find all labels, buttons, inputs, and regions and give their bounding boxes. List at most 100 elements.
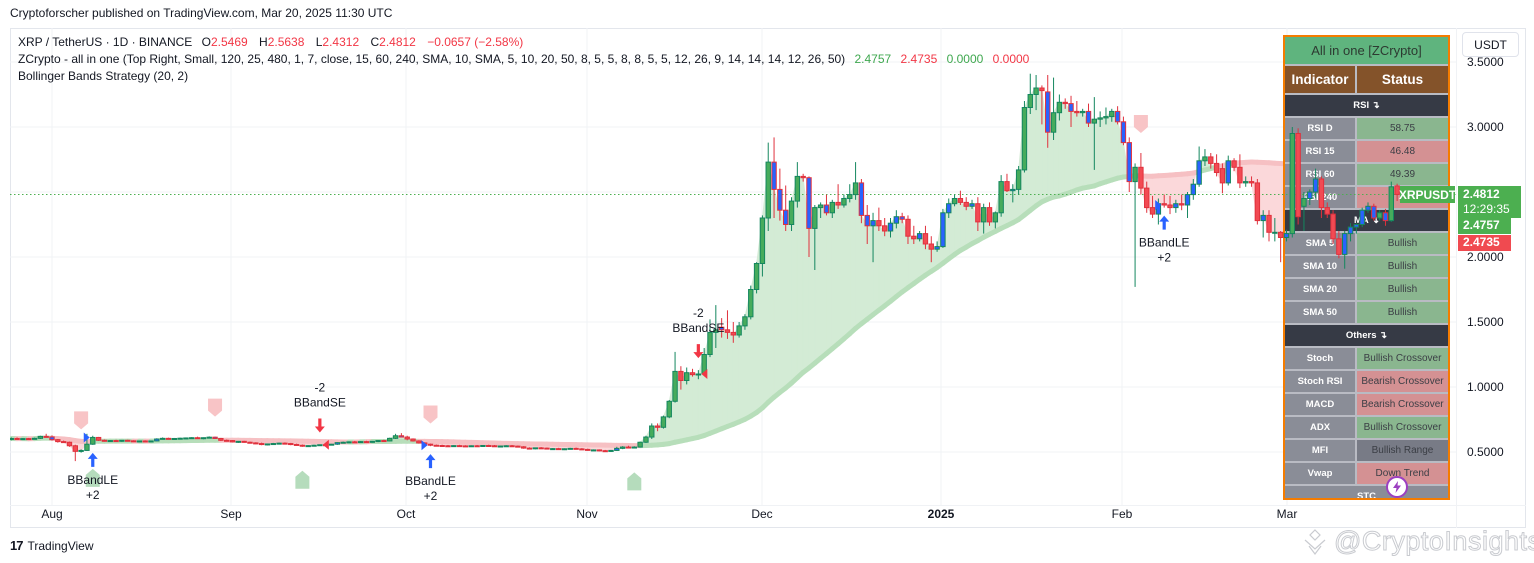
cloud-segment <box>1140 175 1148 208</box>
cloud-segment <box>936 212 944 269</box>
section-stc: STC <box>1285 486 1448 498</box>
cloud-segment <box>721 329 728 430</box>
section-ma: MA ↴ <box>1285 210 1448 231</box>
cloud-segment <box>697 354 705 438</box>
cloud-segment <box>826 200 833 355</box>
row-status: Bullish Range <box>1357 440 1448 461</box>
row-status: 49.39 <box>1357 164 1448 185</box>
price-label: 3.0000 <box>1467 120 1504 134</box>
cloud-segment <box>1262 162 1270 233</box>
legend-low-value: 2.4312 <box>322 35 360 49</box>
table-row-stoch-rsi: Stoch RSI Bearish Crossover <box>1285 371 1448 392</box>
table-row-sma-10: SMA 10 Bullish <box>1285 256 1448 277</box>
cloud-segment <box>1163 174 1171 209</box>
table-row-macd: MACD Bearish Crossover <box>1285 394 1448 415</box>
cloud-segment <box>948 197 955 260</box>
time-label: Feb <box>1111 507 1133 521</box>
legend-close-key: C <box>370 35 380 49</box>
grid <box>10 28 1456 505</box>
table-row-sma-5: SMA 5 Bullish <box>1285 233 1448 254</box>
indicator-value-3: 0.0000 <box>946 52 984 66</box>
indicator-bollinger-title[interactable]: Bollinger Bands Strategy (20, 2) <box>18 69 189 83</box>
legend-symbol-line: XRP / TetherUS · 1D · BINANCE O2.5469 H2… <box>18 34 1029 51</box>
cloud-segment <box>1245 161 1252 184</box>
cloud-segment <box>971 203 979 245</box>
row-label: RSI 240 <box>1285 187 1355 208</box>
cloud-segment <box>872 219 880 316</box>
publish-line: Cryptoforscher published on TradingView.… <box>10 6 393 20</box>
cloud-segment <box>657 415 664 446</box>
row-status: Bullish <box>1357 233 1448 254</box>
legend-change: −0.0657 (−2.58%) <box>427 35 524 49</box>
section-rsi: RSI ↴ <box>1285 95 1448 116</box>
cloud-segment <box>756 217 763 414</box>
row-label: SMA 20 <box>1285 279 1355 300</box>
cloud-segment <box>837 197 845 345</box>
cloud-segment <box>919 232 926 281</box>
cloud-segment <box>866 219 874 321</box>
indicator-price-tag-1: 2.4757 <box>1458 218 1511 234</box>
cloud-segment <box>703 332 711 437</box>
tradingview-logo-icon: 17 <box>10 538 24 553</box>
sma-cloud <box>10 86 1400 453</box>
row-status: Bullish <box>1357 256 1448 277</box>
legend-symbol[interactable]: XRP / TetherUS · 1D · BINANCE <box>18 35 193 49</box>
row-status: Bearish Crossover <box>1357 371 1448 392</box>
cloud-segment <box>1181 173 1188 207</box>
cloud-segment <box>767 162 775 404</box>
indicator-value-2: 2.4735 <box>900 52 938 66</box>
time-label: Dec <box>751 507 773 521</box>
legend-open-key: O <box>201 35 211 49</box>
time-axis-separator <box>10 505 1526 506</box>
cloud-segment <box>738 315 746 423</box>
tradingview-brand: TradingView <box>27 538 94 553</box>
lightning-badge[interactable] <box>1386 476 1408 498</box>
cloud-segment <box>1239 161 1247 184</box>
cloud-segment <box>890 215 897 303</box>
cloud-segment <box>785 201 792 389</box>
price-label: 1.0000 <box>1467 380 1504 394</box>
price-label: 3.5000 <box>1467 55 1504 69</box>
cloud-segment <box>1024 94 1031 216</box>
cloud-segment <box>901 219 909 293</box>
cloud-segment <box>884 221 891 307</box>
cloud-segment <box>1099 116 1107 185</box>
table-row-stoch: Stoch Bullish Crossover <box>1285 348 1448 369</box>
cloud-segment <box>1175 173 1183 206</box>
row-status: Bearish Crossover <box>1357 394 1448 415</box>
currency-button[interactable]: USDT <box>1462 32 1519 57</box>
table-row-sma-50: SMA 50 Bullish <box>1285 302 1448 323</box>
cloud-segment <box>1058 101 1066 197</box>
row-label: RSI 15 <box>1285 141 1355 162</box>
cloud-segment <box>1169 174 1177 209</box>
legend-high-value: 2.5638 <box>267 35 305 49</box>
cloud-segment <box>802 177 810 374</box>
time-label: Sep <box>220 507 242 521</box>
watermark-logo-icon <box>1304 528 1326 555</box>
row-status: Bullish <box>1357 302 1448 323</box>
cloud-segment <box>1035 87 1043 207</box>
legend-high-key: H <box>259 35 268 49</box>
cloud-segment <box>1105 110 1113 183</box>
row-label: SMA 50 <box>1285 302 1355 323</box>
row-status: Down Trend <box>1357 463 1448 484</box>
bar-countdown: 12:29:35 <box>1463 202 1510 216</box>
indicator-zcrypto-title[interactable]: ZCrypto - all in one (Top Right, Small, … <box>18 52 846 66</box>
cloud-segment <box>843 193 851 340</box>
cloud-segment <box>994 181 1002 233</box>
cloud-segment <box>692 373 699 440</box>
cloud-segment <box>709 329 717 434</box>
cloud-segment <box>1047 112 1054 200</box>
cloud-segment <box>732 324 740 425</box>
row-status: 46.48 <box>1357 141 1448 162</box>
row-status: Bullish Crossover <box>1357 417 1448 438</box>
cloud-segment <box>814 204 822 365</box>
cloud-segment <box>1251 161 1258 221</box>
price-axis-separator <box>1456 28 1457 528</box>
chart-frame <box>10 28 1526 528</box>
header-indicator: Indicator <box>1285 66 1355 93</box>
legend-open-value: 2.5469 <box>210 35 248 49</box>
time-label: Oct <box>396 507 416 521</box>
row-status: 58.75 <box>1357 118 1448 139</box>
tradingview-logo[interactable]: 17 TradingView <box>10 538 94 553</box>
